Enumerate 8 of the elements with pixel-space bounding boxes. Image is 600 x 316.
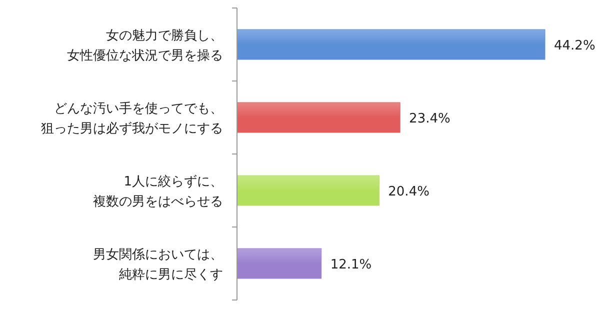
y-tick-label: 男女関係においては、純粋に男に尽くす [93, 248, 223, 282]
y-tick-label: 女の魅力で勝負し、女性優位な状況で男を操る [67, 28, 223, 64]
data-label: 44.2% [554, 38, 596, 54]
data-label: 20.4% [388, 184, 430, 200]
y-tick-label: 1人に絞らずに、複数の男をはべらせる [93, 174, 223, 210]
data-label: 12.1% [330, 258, 372, 272]
y-tick-label: どんな汚い手を使ってでも、狙った男は必ず我がモノにする [41, 102, 223, 136]
data-label: 23.4% [409, 112, 450, 126]
